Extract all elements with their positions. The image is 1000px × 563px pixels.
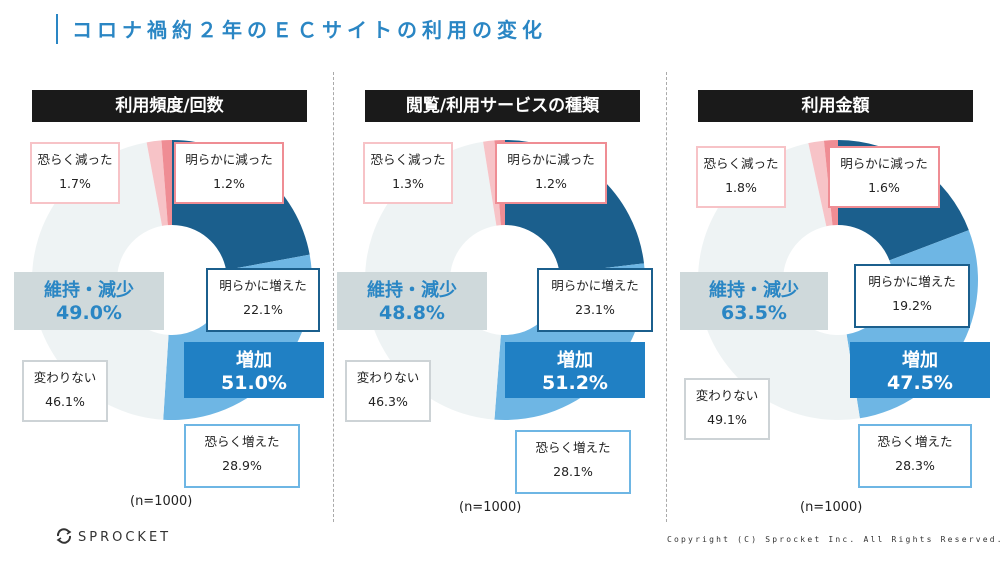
slice-maybe-decreased [483, 140, 501, 226]
title-accent-bar [56, 14, 58, 44]
callout-maybe-increased: 恐らく増えた 28.1% [515, 430, 631, 494]
sprocket-logo-icon [56, 528, 72, 544]
summary-increase: 増加 51.0% [184, 342, 324, 398]
summary-increase: 増加 51.2% [505, 342, 645, 398]
sample-size: (n=1000) [459, 500, 522, 515]
summary-maintain: 維持・減少 49.0% [14, 272, 164, 330]
callout-clearly-increased: 明らかに増えた 19.2% [854, 264, 970, 328]
sample-size: (n=1000) [130, 494, 193, 509]
panel-divider [333, 72, 334, 522]
logo-text: SPROCKET [78, 530, 172, 545]
callout-maybe-increased: 恐らく増えた 28.3% [858, 424, 972, 488]
panel-divider [666, 72, 667, 522]
chart-title: 利用頻度/回数 [32, 90, 307, 122]
page-title: コロナ禍約２年のＥＣサイトの利用の変化 [72, 18, 547, 42]
callout-maybe-decreased: 恐らく減った 1.7% [30, 142, 120, 204]
callout-maybe-decreased: 恐らく減った 1.3% [363, 142, 453, 204]
callout-clearly-increased: 明らかに増えた 22.1% [206, 268, 320, 332]
summary-maintain: 維持・減少 63.5% [680, 272, 828, 330]
callout-no-change: 変わりない 46.3% [345, 360, 431, 422]
callout-clearly-increased: 明らかに増えた 23.1% [537, 268, 653, 332]
chart-panel: 利用金額 恐らく減った 1.8% 明らかに減った 1.6% 明らかに増えた 19.2%… [680, 90, 998, 530]
slice-maybe-decreased [146, 140, 168, 226]
callout-maybe-decreased: 恐らく減った 1.8% [696, 146, 786, 208]
callout-clearly-decreased: 明らかに減った 1.6% [828, 146, 940, 208]
summary-increase: 増加 47.5% [850, 342, 990, 398]
callout-no-change: 変わりない 46.1% [22, 360, 108, 422]
copyright: Copyright (C) Sprocket Inc. All Rights R… [667, 535, 1000, 544]
callout-maybe-increased: 恐らく増えた 28.9% [184, 424, 300, 488]
chart-title: 閲覧/利用サービスの種類 [365, 90, 640, 122]
callout-clearly-decreased: 明らかに減った 1.2% [495, 142, 607, 204]
chart-panel: 閲覧/利用サービスの種類 恐らく減った 1.3% 明らかに減った 1.2% 明らかに… [337, 90, 665, 530]
chart-title: 利用金額 [698, 90, 973, 122]
chart-panel: 利用頻度/回数 恐らく減った 1.7% 明らかに減った 1.2% 明らかに増えた 22… [14, 90, 332, 530]
sample-size: (n=1000) [800, 500, 863, 515]
slice-maybe-decreased [808, 140, 833, 227]
callout-clearly-decreased: 明らかに減った 1.2% [174, 142, 284, 204]
slice-clearly-decreased [161, 140, 172, 226]
summary-maintain: 維持・減少 48.8% [337, 272, 487, 330]
callout-no-change: 変わりない 49.1% [684, 378, 770, 440]
